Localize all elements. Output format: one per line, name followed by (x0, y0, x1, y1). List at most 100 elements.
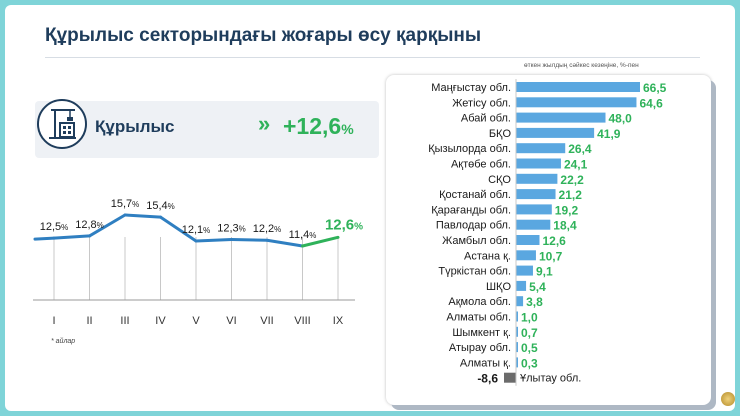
bar (516, 280, 527, 291)
category-label: Ұлытау обл. (520, 373, 581, 385)
bar (516, 250, 536, 261)
category-label: Түркістан обл. (438, 266, 511, 278)
category-label: Абай обл. (461, 113, 511, 125)
data-label: 12,6% (325, 216, 363, 233)
building-crane-icon (37, 99, 87, 149)
value-label: 21,2 (559, 188, 583, 202)
category-label: Қызылорда обл. (428, 143, 511, 155)
kpi-card: Құрылыс » +12,6% (35, 99, 379, 158)
bar (516, 296, 524, 307)
bar (516, 158, 561, 169)
footnote: * айлар (51, 338, 76, 345)
value-label: 48,0 (609, 112, 633, 126)
category-label: Алматы қ. (460, 357, 511, 369)
line-segment (159, 215, 198, 243)
value-label: 24,1 (564, 158, 588, 172)
line-segment (265, 238, 304, 248)
category-label: Жетісу обл. (452, 97, 511, 109)
value-label: 0,7 (521, 326, 538, 340)
bar (516, 127, 595, 138)
data-label: 12,1% (182, 224, 211, 236)
data-label: 12,8% (75, 219, 104, 231)
x-tick-label: V (192, 315, 200, 327)
value-label: 9,1 (536, 265, 553, 279)
bar (516, 143, 566, 154)
data-label: 12,2% (253, 223, 282, 235)
category-label: Қостанай обл. (439, 189, 511, 201)
category-label: Атырау обл. (449, 342, 511, 354)
slide: Құрылыс секторындағы жоғары өсу қарқыны … (5, 5, 735, 411)
value-label: 64,6 (639, 96, 663, 110)
category-label: Алматы обл. (446, 312, 511, 324)
bar (516, 219, 551, 230)
category-label: БҚО (489, 128, 512, 140)
bar (516, 112, 606, 123)
value-label: -8,6 (477, 372, 498, 386)
line-segment (123, 213, 162, 219)
bar (516, 342, 518, 353)
bar (516, 326, 518, 337)
bar (504, 372, 516, 383)
kpi-value: +12,6% (283, 113, 354, 140)
kpi-label: Құрылыс (95, 117, 175, 136)
emblem-logo (721, 392, 735, 406)
bar (516, 357, 518, 368)
data-label: 11,4% (289, 229, 317, 241)
data-label: 12,3% (217, 223, 246, 235)
value-label: 18,4 (553, 219, 577, 233)
value-label: 41,9 (597, 127, 621, 141)
bar (516, 204, 552, 215)
page-title: Құрылыс секторындағы жоғары өсу қарқыны (45, 25, 482, 46)
line-segment (301, 235, 340, 248)
x-tick-label: VIII (294, 315, 311, 327)
bar (516, 97, 637, 108)
value-label: 0,5 (521, 341, 538, 355)
value-label: 5,4 (529, 280, 546, 294)
value-label: 12,6 (542, 234, 566, 248)
data-label: 12,5% (40, 221, 69, 233)
x-tick-label: VI (226, 315, 236, 327)
category-label: Жамбыл обл. (442, 235, 511, 247)
bar-chart-note: өткен жылдың сәйкес кезеңіне, %-пен (524, 62, 639, 69)
data-label: 15,7% (111, 198, 140, 210)
line-segment (194, 238, 233, 243)
bar (516, 311, 518, 322)
x-tick-label: II (86, 315, 92, 327)
category-label: Павлодар обл. (436, 220, 511, 232)
x-tick-label: I (52, 315, 55, 327)
kpi-value-number: +12,6 (283, 113, 342, 139)
line-segment (52, 234, 91, 240)
bar (516, 235, 540, 245)
line-segment (230, 238, 269, 242)
value-label: 1,0 (521, 311, 538, 325)
value-label: 3,8 (526, 295, 543, 309)
category-label: Маңғыстау обл. (431, 82, 511, 94)
bar (516, 265, 533, 276)
kpi-value-unit: % (341, 121, 354, 137)
value-label: 22,2 (560, 173, 584, 187)
value-label: 66,5 (643, 81, 667, 95)
line-segment (33, 236, 56, 241)
value-label: 19,2 (555, 203, 579, 217)
category-label: Қарағанды обл. (431, 204, 511, 216)
title-divider (45, 57, 700, 58)
category-label: СҚО (488, 174, 511, 186)
category-label: ШҚО (486, 281, 511, 293)
category-label: Астана қ. (464, 250, 511, 262)
x-tick-label: III (120, 315, 129, 327)
bar (516, 189, 556, 200)
value-label: 0,3 (521, 356, 538, 370)
data-label: 15,4% (146, 200, 175, 212)
bar (516, 173, 558, 184)
x-tick-label: IV (155, 315, 166, 327)
category-label: Ақтөбе обл. (451, 159, 511, 171)
category-label: Ақмола обл. (448, 296, 511, 308)
value-label: 10,7 (539, 249, 563, 263)
x-tick-label: IX (333, 315, 344, 327)
bar (516, 82, 640, 92)
value-label: 26,4 (568, 142, 592, 156)
line-segment (88, 213, 127, 238)
bar-chart: Маңғыстау обл. 66,5 Жетісу обл. 64,6 Абай об… (428, 79, 667, 386)
x-tick-label: VII (260, 315, 273, 327)
